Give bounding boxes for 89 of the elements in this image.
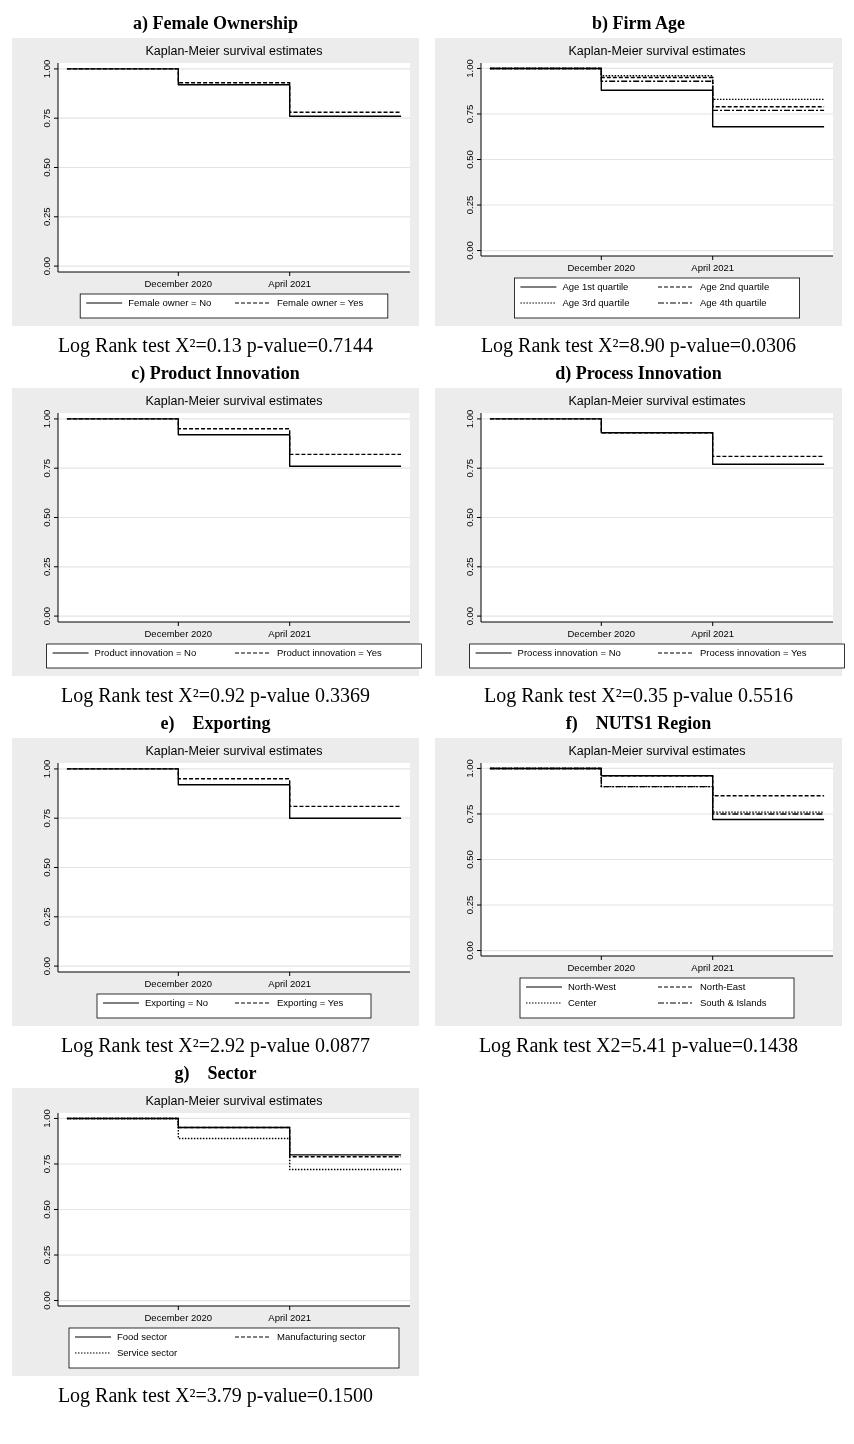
chart-subtitle: Kaplan-Meier survival estimates (568, 44, 746, 58)
x-tick-label: December 2020 (144, 278, 213, 289)
x-tick-label: April 2021 (691, 628, 735, 639)
chart-title: a) Female Ownership (133, 13, 298, 34)
text: Log Rank test X²=0.35 p-value 0.5516 (484, 684, 793, 707)
y-tick-label: 0.50 (41, 158, 52, 177)
x-tick-label: April 2021 (268, 628, 312, 639)
y-tick-label: 0.75 (41, 108, 52, 128)
y-tick-label: 0.75 (464, 104, 475, 124)
x-tick-label: December 2020 (567, 962, 636, 973)
x-tick-label: December 2020 (567, 262, 636, 273)
legend-label: Service sector (117, 1347, 178, 1358)
legend-label: Age 2nd quartile (700, 281, 770, 292)
x-tick-label: April 2021 (268, 1312, 312, 1323)
chart-subtitle: Kaplan-Meier survival estimates (145, 1094, 323, 1108)
y-tick-label: 1.00 (464, 759, 475, 778)
x-tick-label: April 2021 (268, 978, 312, 989)
y-tick-label: 0.50 (464, 850, 475, 869)
y-tick-label: 1.00 (41, 59, 52, 79)
legend-label: Product innovation = No (94, 647, 197, 658)
legend-label: North-East (700, 981, 746, 992)
chart-title: g) Sector (174, 1063, 257, 1084)
y-tick-label: 0.50 (41, 508, 52, 527)
y-tick-label: 0.25 (41, 207, 52, 227)
x-tick-label: December 2020 (144, 628, 213, 639)
text: Log Rank test X²=8.90 p-value=0.0306 (480, 334, 797, 357)
legend-label: Female owner = Yes (277, 297, 364, 308)
text: Log Rank test X²=0.92 p-value 0.3369 (61, 684, 370, 707)
y-tick-label: 0.50 (41, 1200, 52, 1219)
chart-subtitle: Kaplan-Meier survival estimates (145, 394, 323, 408)
y-tick-label: 0.00 (41, 1291, 52, 1310)
y-tick-label: 0.75 (464, 458, 475, 478)
y-tick-label: 0.25 (464, 895, 475, 915)
y-tick-label: 0.75 (41, 1154, 52, 1174)
legend-label: South & Islands (700, 997, 767, 1008)
y-tick-label: 1.00 (41, 759, 52, 779)
legend-label: Food sector (117, 1331, 168, 1342)
legend-label: North-West (568, 981, 617, 992)
y-tick-label: 1.00 (41, 409, 52, 429)
y-tick-label: 0.75 (41, 458, 52, 478)
y-tick-label: 0.50 (464, 508, 475, 527)
text: Log Rank test X²=2.92 p-value 0.0877 (61, 1034, 370, 1057)
y-tick-label: 0.25 (41, 1245, 52, 1265)
y-tick-label: 0.00 (41, 256, 52, 276)
text: Log Rank test X²=0.13 p-value=0.7144 (57, 334, 374, 357)
x-tick-label: December 2020 (144, 1312, 213, 1323)
y-tick-label: 1.00 (41, 1109, 52, 1128)
x-tick-label: April 2021 (691, 262, 735, 273)
legend-label: Exporting = No (145, 997, 209, 1008)
y-tick-label: 0.00 (41, 956, 52, 976)
legend-label: Center (568, 997, 597, 1008)
y-tick-label: 0.75 (464, 804, 475, 824)
legend-label: Age 1st quartile (562, 281, 629, 292)
chart-title: d) Process Innovation (555, 363, 722, 384)
y-tick-label: 0.00 (464, 241, 475, 260)
text: Log Rank test X²=3.79 p-value=0.1500 (57, 1384, 374, 1407)
chart-title: f) NUTS1 Region (565, 713, 712, 734)
legend-label: Process innovation = Yes (700, 647, 807, 658)
legend-label: Exporting = Yes (277, 997, 344, 1008)
y-tick-label: 0.25 (41, 907, 52, 927)
y-tick-label: 0.50 (464, 150, 475, 169)
x-tick-label: December 2020 (144, 978, 213, 989)
y-tick-label: 1.00 (464, 59, 475, 78)
y-tick-label: 0.00 (41, 606, 52, 626)
legend-label: Age 4th quartile (700, 297, 767, 308)
chart-title: e) Exporting (160, 713, 271, 734)
chart-subtitle: Kaplan-Meier survival estimates (145, 44, 323, 58)
chart-subtitle: Kaplan-Meier survival estimates (568, 394, 746, 408)
y-tick-label: 0.50 (41, 858, 52, 877)
chart-title: b) Firm Age (592, 13, 685, 34)
x-tick-label: April 2021 (268, 278, 312, 289)
legend-label: Product innovation = Yes (277, 647, 383, 658)
y-tick-label: 0.00 (464, 941, 475, 960)
legend-label: Manufacturing sector (277, 1331, 366, 1342)
y-tick-label: 0.00 (464, 606, 475, 626)
x-tick-label: December 2020 (567, 628, 636, 639)
chart-subtitle: Kaplan-Meier survival estimates (145, 744, 323, 758)
chart-subtitle: Kaplan-Meier survival estimates (568, 744, 746, 758)
y-tick-label: 1.00 (464, 409, 475, 429)
y-tick-label: 0.25 (464, 557, 475, 577)
y-tick-label: 0.25 (41, 557, 52, 577)
text: Log Rank test X2=5.41 p-value=0.1438 (478, 1034, 799, 1057)
legend-label: Female owner = No (128, 297, 212, 308)
legend-label: Age 3rd quartile (562, 297, 630, 308)
y-tick-label: 0.75 (41, 808, 52, 828)
legend-label: Process innovation = No (517, 647, 621, 658)
y-tick-label: 0.25 (464, 195, 475, 215)
x-tick-label: April 2021 (691, 962, 735, 973)
chart-title: c) Product Innovation (131, 363, 300, 384)
